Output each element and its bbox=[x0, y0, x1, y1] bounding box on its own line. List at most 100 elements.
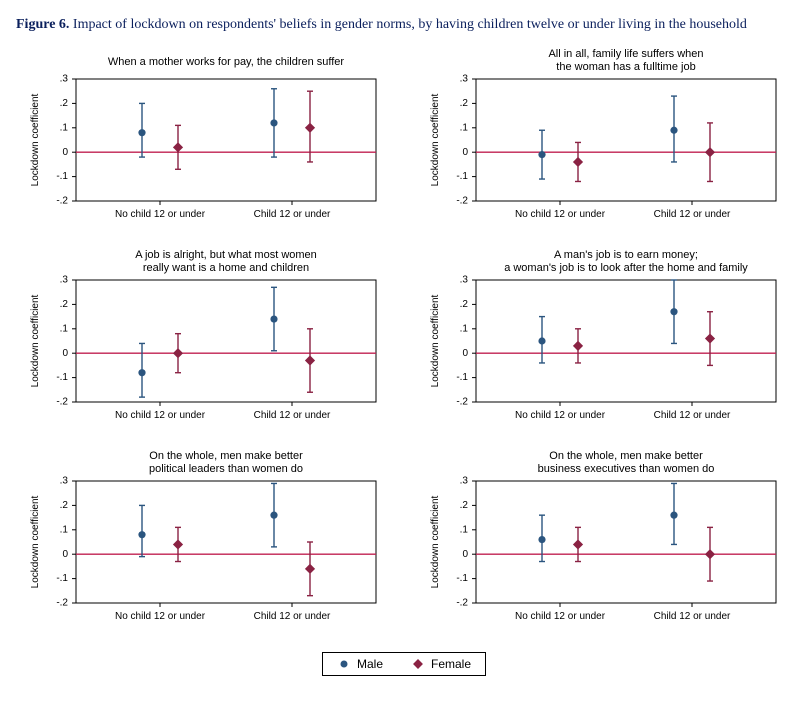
ytick-label: -.2 bbox=[456, 397, 468, 408]
xtick-label: Child 12 or under bbox=[254, 410, 331, 421]
ytick-label: -.1 bbox=[456, 372, 468, 383]
xtick-label: Child 12 or under bbox=[654, 209, 731, 220]
ytick-label: 0 bbox=[62, 147, 68, 158]
point-marker-circle bbox=[270, 315, 277, 322]
panel-4: On the whole, men make betterpolitical l… bbox=[16, 447, 392, 642]
point-marker-diamond bbox=[705, 549, 715, 559]
panel-title-line: really want is a home and children bbox=[143, 262, 309, 274]
point-marker-diamond bbox=[305, 355, 315, 365]
xtick-label: Child 12 or under bbox=[654, 410, 731, 421]
ytick-label: .1 bbox=[460, 323, 469, 334]
ytick-label: -.2 bbox=[56, 196, 68, 207]
ytick-label: .1 bbox=[60, 524, 69, 535]
point-marker-circle bbox=[538, 151, 545, 158]
xtick-label: Child 12 or under bbox=[654, 611, 731, 622]
circle-icon bbox=[337, 657, 351, 671]
ytick-label: .2 bbox=[60, 98, 69, 109]
ytick-label: -.2 bbox=[456, 598, 468, 609]
ytick-label: .3 bbox=[460, 476, 469, 487]
ytick-label: .3 bbox=[60, 476, 69, 487]
xtick-label: No child 12 or under bbox=[115, 209, 206, 220]
ytick-label: .3 bbox=[60, 275, 69, 286]
ytick-label: .3 bbox=[460, 74, 469, 85]
legend-item-male: Male bbox=[337, 657, 383, 671]
y-axis-label: Lockdown coefficient bbox=[30, 495, 41, 588]
panel-title-line: When a mother works for pay, the childre… bbox=[108, 56, 345, 68]
figure-caption: Figure 6. Impact of lockdown on responde… bbox=[16, 16, 792, 35]
panel-svg: A job is alright, but what most womenrea… bbox=[16, 246, 392, 436]
ytick-label: .3 bbox=[460, 275, 469, 286]
plot-border bbox=[76, 280, 376, 402]
point-marker-circle bbox=[138, 129, 145, 136]
ytick-label: .3 bbox=[60, 74, 69, 85]
panel-title-line: a woman's job is to look after the home … bbox=[504, 262, 748, 274]
ytick-label: -.1 bbox=[56, 372, 68, 383]
point-marker-diamond bbox=[173, 348, 183, 358]
ytick-label: .1 bbox=[460, 524, 469, 535]
ytick-label: -.1 bbox=[456, 573, 468, 584]
plot-border bbox=[76, 79, 376, 201]
panel-title-line: A job is alright, but what most women bbox=[135, 249, 317, 261]
point-marker-circle bbox=[670, 511, 677, 518]
xtick-label: No child 12 or under bbox=[115, 611, 206, 622]
point-marker-circle bbox=[538, 337, 545, 344]
point-marker-circle bbox=[270, 119, 277, 126]
point-marker-diamond bbox=[573, 157, 583, 167]
point-marker-circle bbox=[270, 511, 277, 518]
ytick-label: .1 bbox=[60, 323, 69, 334]
panel-svg: A man's job is to earn money;a woman's j… bbox=[416, 246, 792, 436]
ytick-label: .1 bbox=[60, 122, 69, 133]
xtick-label: Child 12 or under bbox=[254, 611, 331, 622]
ytick-label: -.2 bbox=[56, 598, 68, 609]
ytick-label: .2 bbox=[460, 500, 469, 511]
ytick-label: 0 bbox=[462, 147, 468, 158]
ytick-label: 0 bbox=[62, 348, 68, 359]
y-axis-label: Lockdown coefficient bbox=[430, 495, 441, 588]
ytick-label: .2 bbox=[460, 299, 469, 310]
panel-2: A job is alright, but what most womenrea… bbox=[16, 246, 392, 441]
point-marker-circle bbox=[670, 127, 677, 134]
y-axis-label: Lockdown coefficient bbox=[430, 294, 441, 387]
point-marker-diamond bbox=[705, 147, 715, 157]
panel-title-line: the woman has a fulltime job bbox=[556, 61, 695, 73]
point-marker-diamond bbox=[705, 333, 715, 343]
ytick-label: -.2 bbox=[456, 196, 468, 207]
ytick-label: -.1 bbox=[456, 171, 468, 182]
ytick-label: .1 bbox=[460, 122, 469, 133]
ytick-label: .2 bbox=[60, 299, 69, 310]
xtick-label: Child 12 or under bbox=[254, 209, 331, 220]
ytick-label: 0 bbox=[462, 549, 468, 560]
plot-border bbox=[76, 481, 376, 603]
ytick-label: -.1 bbox=[56, 171, 68, 182]
panel-0: When a mother works for pay, the childre… bbox=[16, 45, 392, 240]
legend-label-female: Female bbox=[431, 657, 471, 671]
panel-svg: On the whole, men make betterpolitical l… bbox=[16, 447, 392, 637]
legend: Male Female bbox=[322, 652, 486, 676]
ytick-label: 0 bbox=[462, 348, 468, 359]
point-marker-diamond bbox=[173, 539, 183, 549]
ytick-label: .2 bbox=[460, 98, 469, 109]
panel-title-line: On the whole, men make better bbox=[149, 450, 303, 462]
point-marker-circle bbox=[670, 308, 677, 315]
legend-container: Male Female bbox=[16, 652, 792, 676]
y-axis-label: Lockdown coefficient bbox=[430, 93, 441, 186]
ytick-label: .2 bbox=[60, 500, 69, 511]
figure-caption-text: Impact of lockdown on respondents' belie… bbox=[73, 17, 747, 32]
ytick-label: -.1 bbox=[56, 573, 68, 584]
xtick-label: No child 12 or under bbox=[515, 611, 606, 622]
plot-border bbox=[476, 79, 776, 201]
y-axis-label: Lockdown coefficient bbox=[30, 294, 41, 387]
ytick-label: -.2 bbox=[56, 397, 68, 408]
panel-svg: When a mother works for pay, the childre… bbox=[16, 45, 392, 235]
point-marker-circle bbox=[538, 536, 545, 543]
panel-grid: When a mother works for pay, the childre… bbox=[16, 45, 792, 642]
point-marker-diamond bbox=[573, 539, 583, 549]
point-marker-circle bbox=[138, 369, 145, 376]
panel-title-line: business executives than women do bbox=[538, 463, 715, 475]
xtick-label: No child 12 or under bbox=[515, 209, 606, 220]
panel-title-line: On the whole, men make better bbox=[549, 450, 703, 462]
figure-number: Figure 6. bbox=[16, 17, 69, 32]
point-marker-diamond bbox=[173, 142, 183, 152]
point-marker-diamond bbox=[573, 341, 583, 351]
panel-svg: On the whole, men make betterbusiness ex… bbox=[416, 447, 792, 637]
